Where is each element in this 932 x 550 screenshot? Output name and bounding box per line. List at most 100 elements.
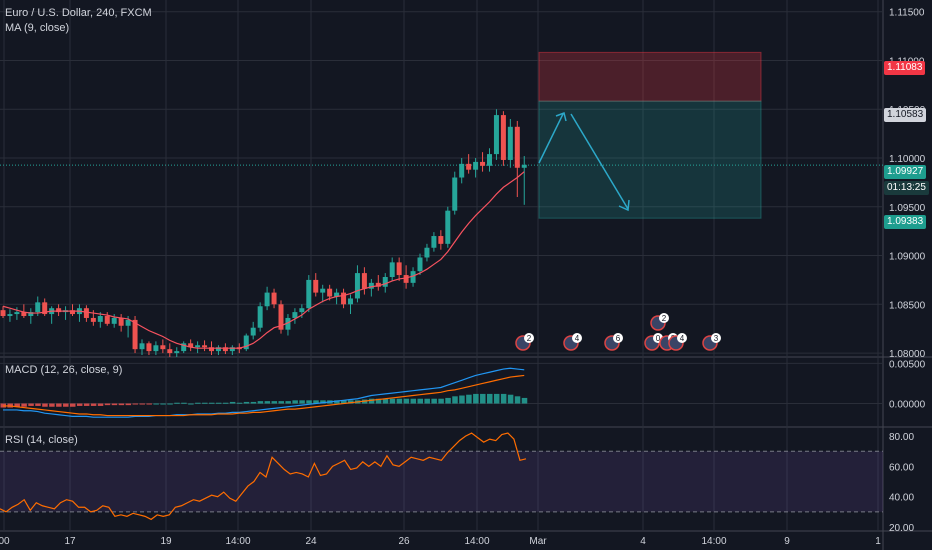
take-profit-price-tag: 1.09383 (884, 215, 927, 229)
candle-body (195, 345, 201, 348)
candle-body (0, 310, 6, 317)
projection-arrow-down (570, 113, 629, 210)
macd-histogram-bar (104, 403, 111, 406)
macd-histogram-bar (21, 403, 27, 407)
event-count-badge (572, 333, 582, 343)
macd-histogram-bar (139, 403, 145, 405)
event-count-badge (613, 333, 623, 343)
macd-histogram-bar (341, 400, 347, 404)
candle-body (97, 316, 103, 322)
macd-histogram-bar (445, 397, 451, 404)
rsi-line (0, 432, 527, 521)
macd-histogram-bar (431, 398, 437, 404)
macd-histogram-bar (90, 403, 97, 406)
candle-body (7, 314, 13, 317)
macd-histogram-bar (473, 393, 479, 404)
time-axis-tick-label: 19 (160, 536, 172, 547)
macd-histogram-bar (334, 400, 340, 404)
macd-indicator-label: MACD (12, 26, close, 9) (5, 364, 123, 376)
signal-line (3, 374, 525, 417)
current-price-tag: 1.09927 (884, 165, 927, 179)
macd-histogram-bar (375, 398, 382, 404)
macd-histogram-bar (410, 398, 417, 404)
macd-histogram-bar (424, 398, 430, 404)
macd-histogram-bar (313, 400, 319, 404)
candle-body (229, 347, 235, 352)
macd-histogram-bar (97, 403, 104, 406)
candle-body (396, 262, 402, 276)
candle-body (306, 279, 312, 309)
candle-body (500, 115, 506, 160)
ma-indicator-label: MA (9, close) (5, 22, 70, 34)
candle-body (341, 292, 347, 305)
macd-histogram-bar (250, 401, 257, 404)
symbol-title: Euro / U.S. Dollar, 240, FXCM (5, 7, 152, 19)
candle-body (160, 345, 166, 350)
macd-histogram-bar (480, 393, 486, 404)
candle-body (181, 343, 187, 352)
macd-histogram-bar (493, 393, 500, 404)
macd-histogram-bar (153, 403, 159, 405)
candle-body (389, 262, 395, 277)
candle-body (417, 257, 423, 272)
macd-histogram-bar (111, 403, 118, 406)
macd-axis-tick-label: 0.00500 (889, 359, 926, 370)
event-count-badge (677, 333, 687, 343)
macd-histogram-bar (63, 403, 69, 407)
macd-histogram-bar (83, 403, 90, 406)
macd-histogram-bar (264, 401, 271, 404)
macd-histogram-bar (285, 401, 291, 404)
candle-body (514, 126, 520, 168)
time-axis-tick-label: Mar (529, 536, 547, 547)
time-axis-tick-label: 14:00 (701, 536, 726, 547)
event-count-label: 2 (527, 334, 532, 343)
event-count-badge (711, 333, 721, 343)
macd-histogram-bar (125, 403, 132, 406)
event-count-badge (659, 313, 669, 323)
candle-body (188, 343, 194, 348)
macd-histogram-bar (188, 403, 194, 405)
candle-body (285, 317, 291, 330)
candle-body (480, 161, 486, 166)
time-axis-tick-label: 24 (305, 536, 317, 547)
macd-histogram-bar (202, 402, 208, 404)
macd-histogram-bar (76, 403, 83, 406)
candle-body (132, 319, 138, 350)
candle-body (250, 327, 256, 336)
macd-histogram-bar (278, 401, 284, 404)
macd-histogram-bar (257, 401, 264, 404)
macd-histogram-bar (452, 396, 458, 404)
candle-body (466, 163, 472, 170)
event-count-label: 6 (616, 334, 621, 343)
event-count-label: 4 (575, 334, 580, 343)
candle-body (104, 316, 110, 324)
candle-body (410, 271, 416, 283)
macd-histogram-bar (195, 402, 201, 404)
stop-loss-price-tag: 1.11083 (884, 61, 926, 75)
candle-body (209, 347, 214, 352)
candle-body (320, 288, 326, 293)
candle-body (459, 163, 465, 178)
candle-body (14, 312, 20, 315)
macd-histogram-bar (382, 398, 389, 404)
event-count-badge (524, 333, 534, 343)
candle-body (153, 345, 159, 352)
time-axis-tick-label: 1 (875, 536, 881, 547)
macd-histogram-bar (56, 403, 62, 407)
macd-histogram-bar (396, 398, 403, 404)
candle-body (243, 335, 249, 350)
ma-line (2, 171, 525, 349)
macd-histogram-bar (292, 400, 298, 404)
candle-body (42, 302, 48, 315)
time-axis-tick-label: 17 (64, 536, 76, 547)
macd-histogram-bar (167, 403, 173, 405)
price-axis-tick-label: 1.09500 (889, 203, 926, 214)
candle-body (452, 177, 458, 211)
bar-countdown-tag: 01:13:25 (884, 181, 929, 195)
candle-body (507, 126, 513, 160)
event-count-label: 0 (656, 334, 661, 343)
candle-body (375, 282, 381, 287)
candle-body (70, 310, 75, 315)
